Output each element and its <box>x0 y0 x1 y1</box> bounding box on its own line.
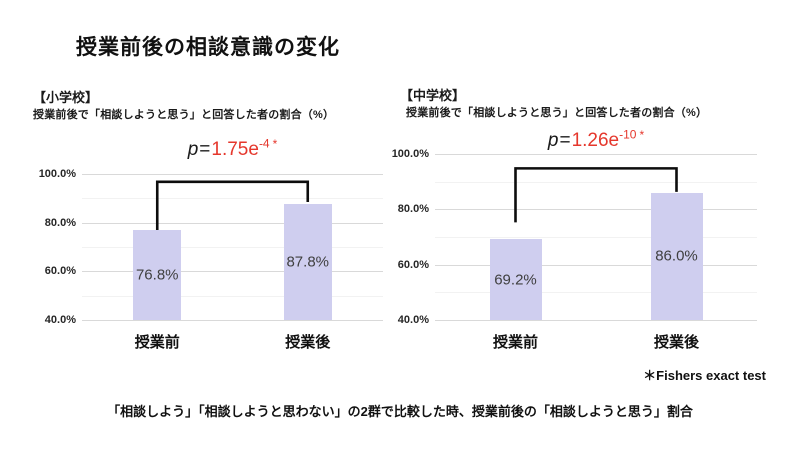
gridline-minor <box>82 295 383 297</box>
equals-sign: = <box>559 130 571 151</box>
x-axis-category-label: 授業後 <box>653 334 699 351</box>
bar-value-label: 87.8% <box>286 253 330 271</box>
p-value-annotation-junior-high: p=1.26e-10 * <box>435 127 757 152</box>
gridline-minor <box>435 237 757 238</box>
gridline-minor <box>82 247 383 248</box>
bar-after-class: 87.8% <box>283 203 332 320</box>
significance-footnote: ＊Fishers exact test <box>643 368 766 383</box>
section-label-elementary: 【小学校】 <box>33 90 99 105</box>
gridline-major <box>82 222 383 224</box>
bar-value-label: 69.2% <box>494 271 537 289</box>
p-value-number: 1.75e-4 * <box>211 136 278 160</box>
significance-bracket <box>155 180 310 230</box>
gridline-minor <box>82 198 383 200</box>
bar-before-class: 69.2% <box>489 239 542 320</box>
bar-after-class: 86.0% <box>650 192 703 320</box>
section-label-junior-high: 【中学校】 <box>400 88 466 103</box>
gridline-major <box>82 271 383 273</box>
gridline-major <box>435 209 757 211</box>
y-axis-tick-label: 100.0% <box>38 168 76 180</box>
plot-area: 76.8% 87.8% <box>82 174 383 321</box>
gridline-major <box>435 320 757 321</box>
y-axis-tick-label: 40.0% <box>44 314 76 326</box>
page-title: 授業前後の相談意識の変化 <box>76 36 340 59</box>
p-value-exponent: -10 <box>619 127 637 142</box>
gridline-minor <box>435 181 757 183</box>
significance-star: * <box>639 127 645 142</box>
significance-bracket <box>514 167 678 223</box>
x-axis-category-label: 授業前 <box>134 334 180 351</box>
p-symbol: p <box>187 139 199 160</box>
section-subtitle-junior-high: 授業前後で「相談しようと思う」と回答した者の割合（%） <box>406 107 708 119</box>
gridline-major <box>435 154 757 155</box>
x-axis-category-label: 授業前 <box>492 334 538 351</box>
p-symbol: p <box>547 130 559 151</box>
bar-value-label: 86.0% <box>655 247 698 265</box>
gridline-minor <box>435 292 757 294</box>
y-axis-tick-label: 80.0% <box>397 203 429 216</box>
gridline-major <box>82 320 383 321</box>
p-value-number: 1.26e-10 * <box>571 127 645 151</box>
p-value-annotation-elementary: p=1.75e-4 * <box>82 136 383 161</box>
y-axis-tick-label: 60.0% <box>397 258 429 271</box>
bottom-caption: 「相談しよう」「相談しようと思わない」の2群で比較した時、授業前後の「相談しよう… <box>107 404 693 419</box>
equals-sign: = <box>199 139 211 160</box>
significance-star: * <box>272 136 278 151</box>
y-axis-tick-label: 60.0% <box>44 265 76 278</box>
plot-area: 69.2% 86.0% <box>435 154 757 321</box>
x-axis-category-label: 授業後 <box>285 334 331 351</box>
gridline-major <box>82 174 383 175</box>
bar-before-class: 76.8% <box>133 230 182 320</box>
bar-value-label: 76.8% <box>135 266 179 284</box>
p-value-exponent: -4 <box>258 136 270 151</box>
y-axis-tick-label: 40.0% <box>397 314 429 326</box>
gridline-major <box>435 264 757 266</box>
section-subtitle-elementary: 授業前後で「相談しようと思う」と回答した者の割合（%） <box>33 109 335 121</box>
y-axis-tick-label: 80.0% <box>44 216 76 229</box>
